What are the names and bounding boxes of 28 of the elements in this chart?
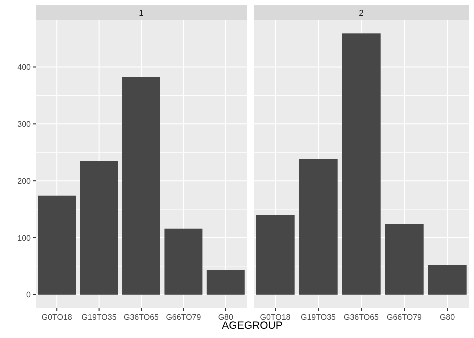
x-tick-label: G19TO35 [301,313,337,322]
x-tick-label: G19TO35 [82,313,118,322]
y-tick-label: 400 [18,63,32,72]
bar [80,161,118,295]
bar [38,196,76,295]
y-tick-label: 300 [18,120,32,129]
bar [206,270,245,295]
x-tick-label: G66TO79 [387,313,423,322]
x-tick-label: G80 [218,313,234,322]
bar [299,159,338,295]
x-tick-label: G36TO65 [124,313,160,322]
x-tick-label: G0TO18 [42,313,73,322]
bar [256,215,295,295]
bar [342,34,381,295]
bar [122,77,160,295]
x-axis-title: AGEGROUP [222,320,283,332]
x-tick-label: G80 [440,313,456,322]
y-tick-label: 0 [26,290,32,300]
bar [428,265,467,295]
x-tick-label: G0TO18 [260,313,292,322]
x-tick-label: G66TO79 [166,313,202,322]
bar [385,224,424,295]
y-tick-label: 200 [18,176,32,186]
chart-title: 2 [359,8,364,18]
y-tick-label: 100 [18,234,32,243]
bar [164,228,203,295]
chart-title: 1 [139,8,144,18]
x-tick-label: G36TO65 [344,313,380,322]
